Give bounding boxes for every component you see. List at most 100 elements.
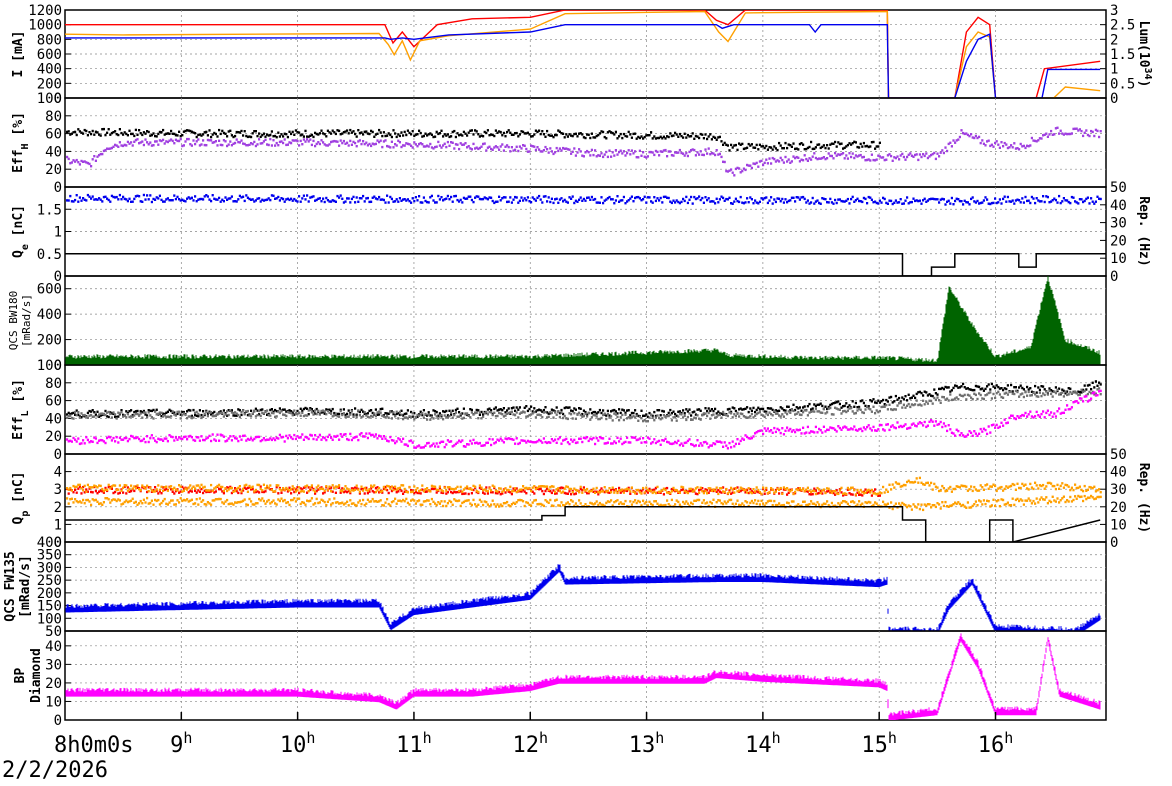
point-qe-blue <box>154 199 156 201</box>
point-effh-black <box>400 131 402 133</box>
point-effh-purple <box>509 150 511 152</box>
point-qp-orange <box>194 487 196 489</box>
point-qp-orange <box>296 489 298 491</box>
point-effl-magenta <box>762 433 764 435</box>
point-effh-purple <box>71 161 73 163</box>
point-effl-gray <box>244 413 246 415</box>
point-qp-red <box>95 490 97 492</box>
point-effl-magenta <box>1023 414 1025 416</box>
point-qp-red <box>420 492 422 494</box>
point-qp-orange <box>781 493 783 495</box>
point-effl-magenta <box>1093 391 1095 393</box>
point-effl-gray <box>485 411 487 413</box>
point-qe-blue <box>322 198 324 200</box>
point-effl-gray <box>477 417 479 419</box>
point-effh-purple <box>1098 136 1100 138</box>
point-effl-gray <box>972 398 974 400</box>
point-effl-black <box>1039 389 1041 391</box>
point-effl-gray <box>901 406 903 408</box>
point-effl-magenta <box>941 426 943 428</box>
point-effh-black <box>114 130 116 132</box>
point-effl-gray <box>652 417 654 419</box>
point-effh-purple <box>240 139 242 141</box>
point-effl-black <box>690 414 692 416</box>
point-effh-black <box>501 134 503 136</box>
point-effl-gray <box>311 411 313 413</box>
point-qe-blue <box>277 196 279 198</box>
point-effl-gray <box>388 417 390 419</box>
point-effl-gray <box>256 414 258 416</box>
point-qe-blue <box>448 198 450 200</box>
point-qp-orange <box>580 486 582 488</box>
point-effh-purple <box>1071 132 1073 134</box>
point-effl-magenta <box>468 443 470 445</box>
point-effh-black <box>533 133 535 135</box>
point-effl-black <box>517 409 519 411</box>
point-qp-orange <box>679 492 681 494</box>
point-effl-gray <box>965 398 967 400</box>
point-effl-magenta <box>634 437 636 439</box>
point-qp-red <box>618 487 620 489</box>
point-effh-black <box>252 132 254 134</box>
point-effl-magenta <box>82 439 84 441</box>
ytick-label-qe: 1 <box>54 225 62 241</box>
point-effl-magenta <box>592 437 594 439</box>
point-effh-purple <box>639 150 641 152</box>
point-effl-black <box>708 407 710 409</box>
point-qe-blue <box>684 200 686 202</box>
point-effh-purple <box>290 142 292 144</box>
point-effh-purple <box>573 147 575 149</box>
point-effh-black <box>127 134 129 136</box>
point-effl-magenta <box>698 445 700 447</box>
ytick-label-bw180: 400 <box>37 307 62 323</box>
point-qp-orange <box>871 489 873 491</box>
point-qe-blue <box>509 196 511 198</box>
point-effl-magenta <box>560 443 562 445</box>
point-effl-gray <box>932 402 934 404</box>
point-effl-black <box>962 383 964 385</box>
point-qe-blue <box>1024 196 1026 198</box>
point-effh-purple <box>1047 136 1049 138</box>
point-effh-purple <box>349 140 351 142</box>
point-effh-purple <box>428 145 430 147</box>
point-effh-black <box>207 134 209 136</box>
point-effl-magenta <box>588 440 590 442</box>
point-qp-orange <box>413 485 415 487</box>
point-effh-purple <box>906 156 908 158</box>
point-effl-gray <box>141 417 143 419</box>
point-effl-gray <box>596 415 598 417</box>
point-qp-red <box>533 492 535 494</box>
point-effl-magenta <box>375 433 377 435</box>
point-qp-orange <box>114 484 116 486</box>
point-effl-magenta <box>772 432 774 434</box>
point-effl-black <box>788 406 790 408</box>
point-effl-gray <box>424 413 426 415</box>
point-effh-purple <box>525 148 527 150</box>
point-effh-black <box>877 145 879 147</box>
point-effl-magenta <box>970 432 972 434</box>
point-effl-magenta <box>800 432 802 434</box>
point-effl-magenta <box>765 430 767 432</box>
point-effl-magenta <box>816 431 818 433</box>
point-effl-gray <box>872 406 874 408</box>
point-qp-red <box>629 493 631 495</box>
point-effl-magenta <box>412 441 414 443</box>
point-effl-gray <box>357 409 359 411</box>
point-effl-magenta <box>626 437 628 439</box>
point-qe-blue <box>172 199 174 201</box>
point-effh-black <box>797 148 799 150</box>
point-effl-magenta <box>125 437 127 439</box>
point-qe-blue <box>245 194 247 196</box>
point-effl-gray <box>412 412 414 414</box>
point-effh-purple <box>340 139 342 141</box>
point-qe-blue <box>447 195 449 197</box>
point-effl-magenta <box>308 438 310 440</box>
point-qp-orange <box>245 484 247 486</box>
point-qp-orange <box>813 490 815 492</box>
point-effh-black <box>103 128 105 130</box>
point-qp-orange <box>128 488 130 490</box>
y2tick-label-current: 2 <box>1110 32 1118 48</box>
point-effl-magenta <box>696 439 698 441</box>
point-qe-blue <box>708 197 710 199</box>
point-qp-orange <box>548 489 550 491</box>
